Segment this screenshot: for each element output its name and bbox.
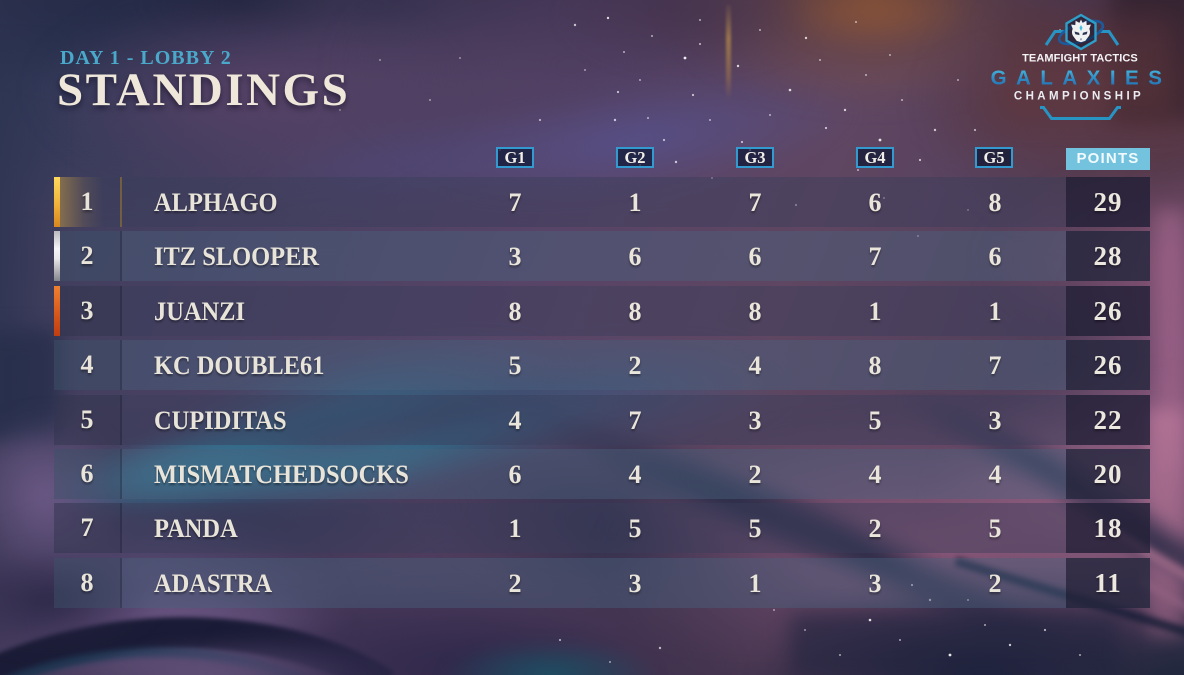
svg-text:GALAXIES: GALAXIES [991, 67, 1172, 90]
svg-text:TEAMFIGHT TACTICS: TEAMFIGHT TACTICS [1022, 53, 1138, 65]
svg-text:CHAMPIONSHIP: CHAMPIONSHIP [1014, 91, 1144, 103]
